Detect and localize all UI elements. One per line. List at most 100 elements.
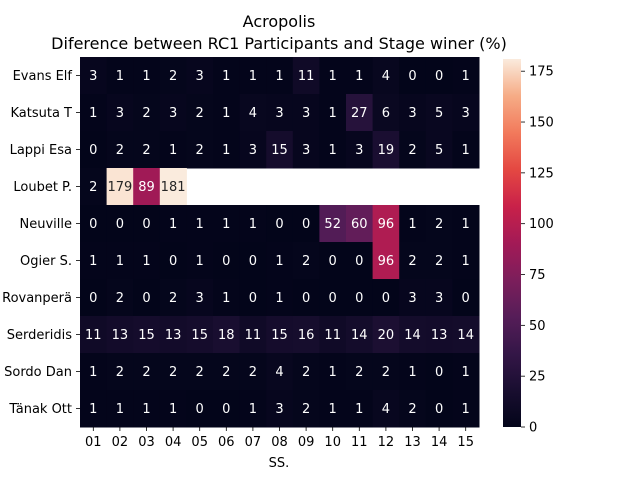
heatmap-cell bbox=[133, 131, 161, 169]
x-tick-label: 11 bbox=[351, 435, 368, 450]
cell-value-label: 3 bbox=[355, 143, 363, 158]
heatmap-cell bbox=[266, 131, 294, 169]
cell-value-label: 1 bbox=[89, 365, 97, 380]
heatmap-cell bbox=[346, 131, 374, 169]
cell-value-label: 2 bbox=[302, 365, 310, 380]
cell-value-label: 11 bbox=[85, 328, 102, 343]
heatmap-cell bbox=[213, 353, 241, 391]
cell-value-label: 15 bbox=[271, 328, 288, 343]
cell-value-label: 0 bbox=[302, 291, 310, 306]
cell-value-label: 1 bbox=[462, 143, 470, 158]
cell-value-label: 0 bbox=[355, 291, 363, 306]
heatmap-cell bbox=[80, 353, 108, 391]
cell-value-label: 5 bbox=[435, 143, 443, 158]
x-tick-label: 05 bbox=[191, 435, 208, 450]
heatmap-cell bbox=[319, 242, 347, 280]
x-tick-label: 15 bbox=[457, 435, 474, 450]
heatmap-cell bbox=[80, 205, 108, 243]
heatmap-cell bbox=[372, 353, 400, 391]
cell-value-label: 1 bbox=[142, 69, 150, 84]
cell-value-label: 0 bbox=[435, 365, 443, 380]
cell-value-label: 2 bbox=[302, 402, 310, 417]
heatmap-cell bbox=[106, 242, 134, 280]
heatmap-cell bbox=[319, 390, 347, 428]
cell-value-label: 11 bbox=[324, 328, 341, 343]
heatmap-cell bbox=[266, 390, 294, 428]
heatmap-cell bbox=[239, 316, 267, 354]
cell-value-label: 1 bbox=[89, 402, 97, 417]
cell-value-label: 1 bbox=[116, 254, 124, 269]
cell-value-label: 3 bbox=[408, 106, 416, 121]
y-tick-label: Loubet P. bbox=[13, 180, 72, 195]
y-axis: Evans Elf Katsuta T Lappi Esa Loubet P. Neuv… bbox=[2, 69, 80, 417]
heatmap-cell bbox=[292, 242, 320, 280]
heatmap-cell bbox=[80, 94, 108, 132]
cell-value-label: 3 bbox=[275, 402, 283, 417]
cell-value-label: 96 bbox=[378, 254, 395, 269]
cell-value-label: 1 bbox=[462, 254, 470, 269]
cell-value-label: 2 bbox=[249, 365, 257, 380]
cell-value-label: 2 bbox=[382, 365, 390, 380]
heatmap-cell bbox=[452, 242, 480, 280]
x-tick-label: 03 bbox=[138, 435, 155, 450]
heatmap-cell bbox=[399, 390, 427, 428]
cell-value-label: 3 bbox=[408, 291, 416, 306]
colorbar: 0 25 50 75 100 125 150 175 bbox=[503, 59, 554, 436]
x-tick-label: 09 bbox=[298, 435, 315, 450]
cell-value-label: 11 bbox=[245, 328, 262, 343]
cell-value-label: 15 bbox=[138, 328, 155, 343]
heatmap-cell bbox=[452, 316, 480, 354]
cell-value-label: 89 bbox=[138, 180, 155, 195]
heatmap-cell bbox=[292, 316, 320, 354]
heatmap-cell bbox=[133, 353, 161, 391]
cell-value-label: 2 bbox=[196, 365, 204, 380]
cell-value-label: 15 bbox=[271, 143, 288, 158]
heatmap-cell bbox=[239, 353, 267, 391]
chart-subtitle: Diference between RC1 Participants and S… bbox=[51, 34, 507, 53]
cell-value-label: 2 bbox=[169, 365, 177, 380]
heatmap-cell bbox=[425, 279, 453, 317]
heatmap-cell bbox=[106, 390, 134, 428]
heatmap-cell bbox=[133, 168, 161, 206]
heatmap-cell bbox=[133, 205, 161, 243]
cell-value-label: 1 bbox=[462, 402, 470, 417]
heatmap-cell bbox=[452, 205, 480, 243]
heatmap-cell bbox=[292, 205, 320, 243]
colorbar-tick-label: 100 bbox=[529, 217, 554, 232]
cell-value-label: 3 bbox=[302, 106, 310, 121]
heatmap-cell bbox=[372, 94, 400, 132]
cell-value-label: 1 bbox=[222, 143, 230, 158]
heatmap-cell bbox=[425, 390, 453, 428]
cell-value-label: 1 bbox=[222, 106, 230, 121]
cell-value-label: 2 bbox=[142, 365, 150, 380]
cell-value-label: 14 bbox=[457, 328, 474, 343]
cell-value-label: 4 bbox=[249, 106, 257, 121]
cell-value-label: 1 bbox=[222, 291, 230, 306]
heatmap-cell bbox=[425, 57, 453, 95]
x-axis: 01 02 03 04 05 06 07 08 09 10 11 12 13 14 15 bbox=[85, 427, 474, 450]
heatmap-cell bbox=[159, 131, 187, 169]
cell-value-label: 1 bbox=[169, 143, 177, 158]
cell-value-label: 3 bbox=[435, 291, 443, 306]
cell-value-label: 2 bbox=[355, 365, 363, 380]
heatmap-cell bbox=[186, 353, 214, 391]
heatmap-cell bbox=[106, 131, 134, 169]
cell-value-label: 0 bbox=[329, 254, 337, 269]
heatmap-cell bbox=[239, 242, 267, 280]
cell-value-label: 0 bbox=[89, 291, 97, 306]
heatmap-cell bbox=[292, 57, 320, 95]
cell-value-label: 16 bbox=[298, 328, 315, 343]
heatmap-cell bbox=[213, 316, 241, 354]
heatmap-cell bbox=[452, 131, 480, 169]
heatmap-cell bbox=[319, 279, 347, 317]
cell-value-label: 0 bbox=[302, 217, 310, 232]
x-tick-label: 01 bbox=[85, 435, 102, 450]
heatmap-cell bbox=[425, 316, 453, 354]
cell-value-label: 0 bbox=[435, 402, 443, 417]
heatmap-cell bbox=[452, 57, 480, 95]
cell-value-label: 3 bbox=[169, 106, 177, 121]
y-tick-label: Sordo Dan bbox=[4, 365, 72, 380]
colorbar-tick-label: 175 bbox=[529, 65, 554, 80]
heatmap-cell bbox=[213, 131, 241, 169]
heatmap-cell bbox=[239, 279, 267, 317]
